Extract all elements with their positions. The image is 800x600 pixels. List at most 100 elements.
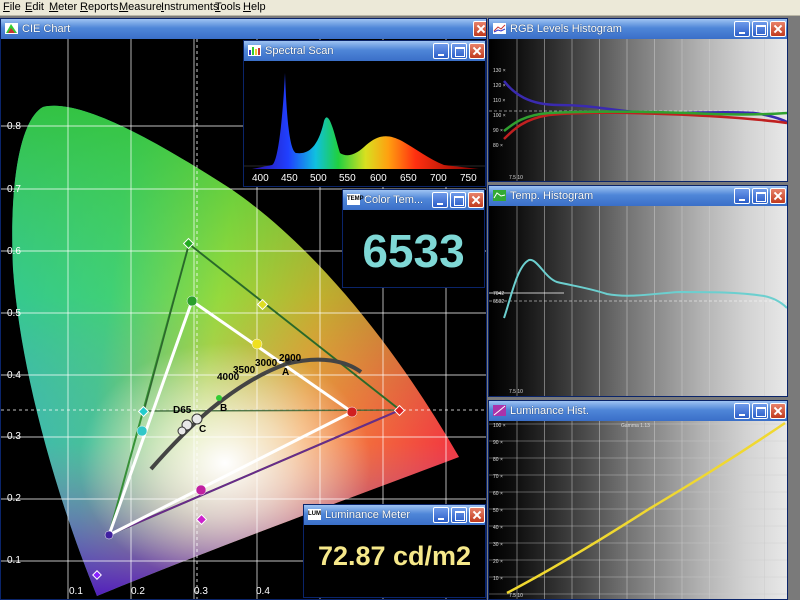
rgb-y-axis: 130 × 120 × 110 × 100 × 90 × 80 × 7.5 10 [493,68,523,181]
measured-green-point [186,295,198,307]
color-temp-titlebar[interactable]: TEMP Color Tem... [343,190,484,210]
temp-histogram-svg: 7042 6502 7.5 10 [489,206,787,396]
measured-blue-point [104,530,114,540]
spectral-scan-area: 400 450 500 550 600 650 700 750 [244,61,485,186]
color-temp-value: 6533 [362,225,465,277]
spectral-axis: 400 450 500 550 600 650 700 750 [252,173,477,184]
measured-gamut-triangle [106,298,355,539]
color-temp-minimize-button[interactable] [432,192,448,208]
point-label-a: A [282,367,289,378]
spectral-maximize-button[interactable] [451,43,467,59]
rgb-y-tick: 100 × [493,113,506,119]
temp-x-tick: 7.5 10 [509,389,523,395]
measured-magenta-point [195,484,207,496]
measured-yellow-point [251,338,263,350]
color-temp-window: TEMP Color Tem... 6533 [342,189,485,288]
luminance-value: 72.87 cd/m2 [317,541,472,571]
temp-histogram-titlebar[interactable]: Temp. Histogram [489,186,787,206]
rgb-y-tick: 90 × [493,128,503,134]
temp-icon: TEMP [347,194,364,205]
spectral-scan-window: Spectral Scan 400 [243,40,486,187]
spectral-close-button[interactable] [469,43,485,59]
cie-y-tick: 0.3 [7,431,21,442]
lum-hist-minimize-button[interactable] [734,403,750,419]
menu-edit[interactable]: Edit [25,1,44,13]
lum-y-tick: 70 × [493,474,503,480]
temp-label-3500: 3500 [233,365,256,376]
cie-y-tick: 0.4 [7,370,21,381]
menu-instruments[interactable]: Instruments [161,1,219,13]
rgb-y-tick: 80 × [493,143,503,149]
luminance-meter-area: 72.87 cd/m2 [304,525,485,597]
temp-histogram-window: Temp. Histogram 7042 6502 7.5 10 [488,185,788,397]
cie-chart-close-button[interactable] [473,21,486,37]
rgb-maximize-button[interactable] [752,21,768,37]
menu-measure[interactable]: Measure [119,1,162,13]
cie-x-tick: 0.1 [69,586,83,597]
luminance-curve [506,421,786,595]
menu-tools[interactable]: Tools [215,1,241,13]
lum-y-tick: 90 × [493,440,503,446]
cie-chart-title: CIE Chart [22,23,71,35]
lum-meter-close-button[interactable] [469,507,485,523]
rgb-histogram-titlebar[interactable]: RGB Levels Histogram [489,19,787,39]
cie-y-tick: 0.5 [7,308,21,319]
luminance-meter-titlebar[interactable]: LUM Luminance Meter [304,505,485,525]
temp-label-4000: 4000 [217,372,240,383]
rgb-histogram-title: RGB Levels Histogram [510,23,622,35]
luminance-histogram-icon [493,405,506,416]
color-temp-title: Color Tem... [364,194,424,206]
point-label-b: B [220,403,227,414]
temp-maximize-button[interactable] [752,188,768,204]
menu-reports[interactable]: Reports [80,1,119,13]
menu-meter[interactable]: Meter [49,1,78,13]
cie-x-tick: 0.3 [194,586,208,597]
lum-icon: LUM [308,509,321,520]
menu-help[interactable]: Help [243,1,266,13]
luminance-histogram-title: Luminance Hist. [510,405,589,417]
temp-y-tick: 6502 [493,299,504,305]
color-temp-area: 6533 [343,210,484,287]
color-temp-close-button[interactable] [468,192,484,208]
lum-y-tick: 50 × [493,508,503,514]
lum-h-grid [489,423,787,595]
temp-close-button[interactable] [770,188,786,204]
spectral-minimize-button[interactable] [433,43,449,59]
cie-x-tick: 0.2 [131,586,145,597]
rgb-histogram-area: 130 × 120 × 110 × 100 × 90 × 80 × 7.5 10 [489,39,787,181]
spectral-x-tick: 450 [281,173,298,184]
lum-hist-maximize-button[interactable] [752,403,768,419]
cie-chart-titlebar[interactable]: CIE Chart [1,19,486,39]
white-point-a [285,358,291,364]
spectral-scan-titlebar[interactable]: Spectral Scan [244,41,485,61]
spectral-x-tick: 400 [252,173,269,184]
lum-x-tick: 7.5 10 [509,593,523,599]
cie-temperature-labels: 2000 3000 3500 4000 A B C D65 [173,353,302,435]
rgb-y-tick: 110 × [493,98,505,104]
cie-axis-labels: 0.1 0.2 0.3 0.4 0.8 0.7 0.6 0.5 0.4 0.3 … [7,121,270,597]
temp-minimize-button[interactable] [734,188,750,204]
temp-histogram-icon [493,190,506,201]
rgb-minimize-button[interactable] [734,21,750,37]
blackbody-locus [149,357,363,471]
lum-meter-maximize-button[interactable] [451,507,467,523]
spectral-x-tick: 750 [460,173,477,184]
lum-meter-minimize-button[interactable] [433,507,449,523]
lum-hist-close-button[interactable] [770,403,786,419]
target-blue-marker [92,570,102,580]
cie-y-tick: 0.1 [7,555,21,566]
color-temp-maximize-button[interactable] [450,192,466,208]
luminance-histogram-titlebar[interactable]: Luminance Hist. [489,401,787,421]
temp-label-3000: 3000 [255,358,278,369]
rgb-red-curve [503,111,787,140]
reference-gamut-inner [143,242,403,412]
rgb-close-button[interactable] [770,21,786,37]
rgb-grid [516,39,765,181]
cie-y-tick: 0.8 [7,121,21,132]
lum-y-tick: 10 × [493,576,503,582]
menu-file[interactable]: File [3,1,21,13]
luminance-meter-window: LUM Luminance Meter 72.87 cd/m2 [303,504,486,598]
temp-histogram-title: Temp. Histogram [510,190,594,202]
spectral-curve [252,73,479,169]
spectral-scan-title: Spectral Scan [265,45,334,57]
